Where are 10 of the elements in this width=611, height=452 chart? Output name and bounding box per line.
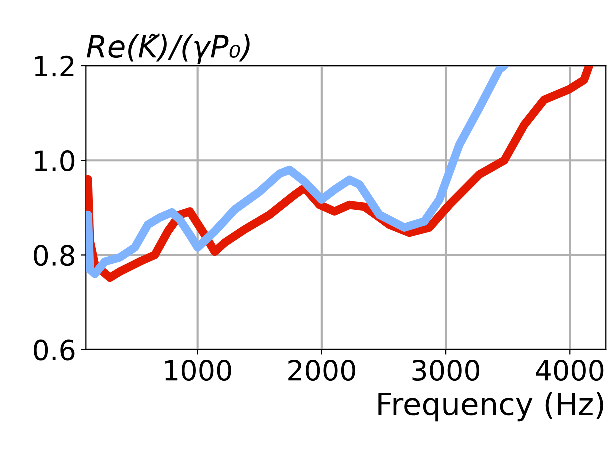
x-tick-label: 4000 bbox=[536, 360, 604, 382]
y-tick-label: 1.2 bbox=[35, 56, 74, 77]
x-tick-label: 3000 bbox=[412, 360, 480, 382]
y-tick-label: 0.8 bbox=[34, 245, 75, 266]
x-tick-label: 1000 bbox=[166, 360, 232, 382]
y-tick-label: 0.6 bbox=[34, 340, 75, 361]
x-axis-title: Frequency (Hz) bbox=[378, 392, 604, 422]
chart-title: Re(K̃)/(γP₀) bbox=[86, 34, 250, 64]
x-tick-label: 2000 bbox=[288, 360, 356, 382]
y-tick-label: 1.0 bbox=[35, 150, 75, 172]
